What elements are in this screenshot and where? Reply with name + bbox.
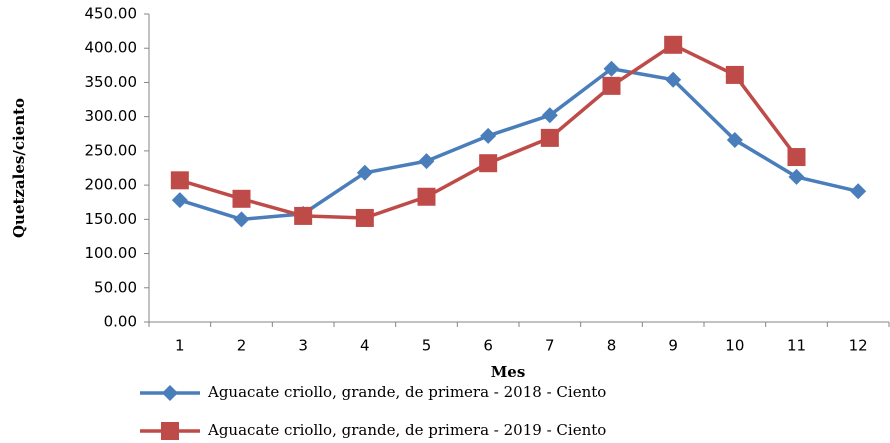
x-tick-label: 11 <box>787 337 806 355</box>
data-point <box>726 131 743 148</box>
data-point <box>602 76 621 95</box>
x-tick-label: 8 <box>607 337 617 355</box>
x-tick-label: 1 <box>175 337 185 355</box>
data-point <box>787 148 806 167</box>
legend-marker <box>161 422 179 440</box>
data-point <box>725 65 744 84</box>
data-point <box>355 208 374 227</box>
x-tick-label: 3 <box>298 337 308 355</box>
legend-label: Aguacate criollo, grande, de primera - 2… <box>207 383 606 401</box>
data-point <box>232 189 251 208</box>
y-tick-label: 50.00 <box>94 278 137 296</box>
data-point <box>233 211 250 228</box>
x-tick-label: 7 <box>545 337 555 355</box>
data-point <box>356 164 373 181</box>
x-tick-label: 6 <box>483 337 493 355</box>
data-point <box>664 35 683 54</box>
data-point <box>603 60 620 77</box>
data-point <box>171 192 188 209</box>
y-tick-label: 300.00 <box>85 107 138 125</box>
data-point <box>418 153 435 170</box>
data-point <box>540 128 559 147</box>
data-point <box>665 71 682 88</box>
y-axis-label: Quetzales/ciento <box>10 98 28 238</box>
data-point <box>788 168 805 185</box>
y-tick-label: 150.00 <box>85 210 138 228</box>
data-point <box>480 127 497 144</box>
x-tick-label: 5 <box>422 337 432 355</box>
legend-label: Aguacate criollo, grande, de primera - 2… <box>207 421 606 439</box>
data-point <box>417 187 436 206</box>
y-tick-label: 200.00 <box>85 176 138 194</box>
legend-marker <box>162 385 178 401</box>
x-tick-label: 9 <box>668 337 678 355</box>
data-point <box>850 183 867 200</box>
data-point <box>541 107 558 124</box>
y-tick-label: 450.00 <box>85 5 138 23</box>
data-point <box>479 154 498 173</box>
x-tick-label: 10 <box>725 337 744 355</box>
data-point <box>294 206 313 225</box>
series-line <box>179 67 859 222</box>
y-tick-label: 400.00 <box>85 39 138 57</box>
y-tick-label: 350.00 <box>85 73 138 91</box>
x-tick-label: 4 <box>360 337 370 355</box>
y-tick-label: 100.00 <box>85 244 138 262</box>
x-tick-label: 12 <box>849 337 868 355</box>
data-point <box>170 171 189 190</box>
y-tick-label: 0.00 <box>104 313 137 331</box>
x-tick-label: 2 <box>237 337 247 355</box>
x-axis-label: Mes <box>491 363 526 381</box>
y-tick-label: 250.00 <box>85 141 138 159</box>
